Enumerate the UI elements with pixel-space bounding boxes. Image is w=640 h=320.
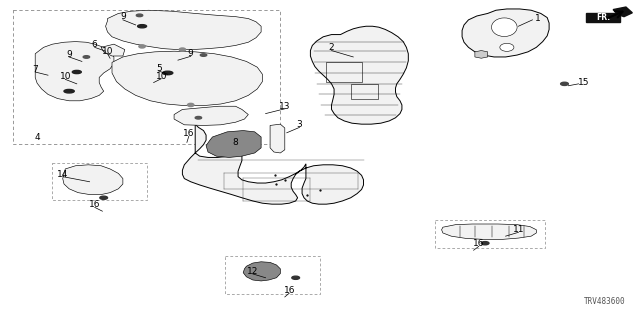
Text: 10: 10 [60, 72, 71, 81]
Ellipse shape [138, 25, 147, 28]
Bar [225, 256, 320, 294]
Text: TRV483600: TRV483600 [584, 297, 626, 306]
Polygon shape [101, 44, 125, 56]
Polygon shape [613, 7, 632, 17]
Text: 3: 3 [297, 120, 302, 129]
Ellipse shape [72, 70, 81, 74]
Text: 9: 9 [188, 49, 193, 58]
FancyBboxPatch shape [586, 13, 620, 22]
Text: FR.: FR. [596, 13, 610, 22]
Text: 10: 10 [102, 47, 113, 56]
Polygon shape [475, 51, 488, 58]
Circle shape [139, 45, 145, 48]
Text: 15: 15 [578, 78, 589, 87]
Text: 7: 7 [33, 65, 38, 74]
Bar [351, 84, 378, 99]
Text: 4: 4 [35, 133, 40, 142]
Text: 6: 6 [92, 40, 97, 49]
Ellipse shape [83, 56, 90, 58]
Text: 11: 11 [513, 225, 524, 234]
Ellipse shape [292, 276, 300, 279]
Text: 8: 8 [233, 138, 238, 147]
Text: 16: 16 [473, 239, 484, 248]
Text: 10: 10 [156, 72, 167, 81]
Polygon shape [35, 42, 114, 101]
Polygon shape [106, 10, 261, 50]
Polygon shape [310, 26, 408, 124]
Text: 16: 16 [284, 286, 295, 295]
Text: 14: 14 [57, 170, 68, 179]
Polygon shape [174, 106, 248, 125]
Polygon shape [270, 124, 285, 153]
Ellipse shape [100, 196, 108, 199]
Ellipse shape [64, 90, 74, 93]
Circle shape [179, 48, 186, 51]
Ellipse shape [481, 242, 489, 245]
Text: 9: 9 [120, 12, 125, 21]
Polygon shape [63, 165, 123, 195]
Polygon shape [182, 124, 364, 204]
Text: 1: 1 [535, 14, 540, 23]
Ellipse shape [136, 14, 143, 17]
Ellipse shape [500, 44, 514, 52]
Text: 16: 16 [89, 200, 100, 209]
Ellipse shape [195, 116, 202, 119]
Bar [326, 62, 362, 82]
Bar [435, 220, 545, 248]
Polygon shape [442, 224, 536, 239]
Polygon shape [243, 262, 280, 281]
Ellipse shape [200, 54, 207, 56]
Ellipse shape [561, 82, 568, 85]
Polygon shape [112, 51, 262, 106]
Bar [13, 10, 280, 144]
Ellipse shape [492, 18, 517, 36]
Ellipse shape [163, 71, 173, 75]
Text: 13: 13 [279, 102, 291, 111]
Polygon shape [206, 131, 261, 157]
Text: 12: 12 [247, 267, 259, 276]
Text: 2: 2 [329, 43, 334, 52]
Circle shape [188, 103, 194, 107]
Bar [52, 163, 147, 200]
Text: 9: 9 [67, 50, 72, 59]
Text: 16: 16 [183, 129, 195, 138]
Polygon shape [462, 9, 549, 57]
Text: 5: 5 [156, 64, 161, 73]
